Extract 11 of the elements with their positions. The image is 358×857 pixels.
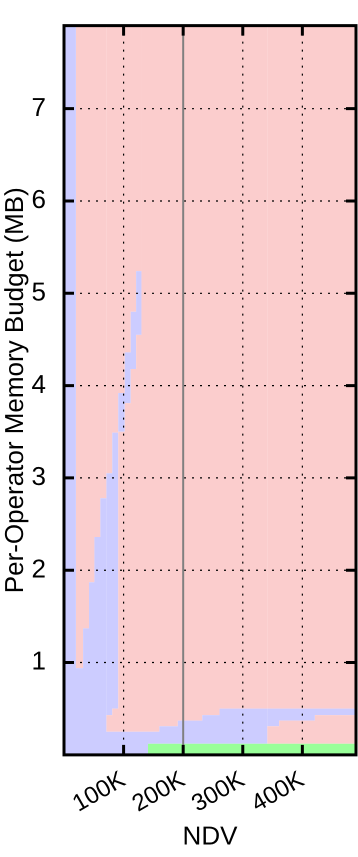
y-tick-label: 5	[32, 276, 46, 306]
y-tick-label: 4	[32, 368, 46, 399]
y-axis-title: Per-Operator Memory Budget (MB)	[0, 187, 29, 594]
x-tick-label: 400K	[246, 766, 309, 818]
x-axis-title: NDV	[182, 820, 238, 851]
y-tick-label: 2	[32, 553, 46, 584]
y-tick-label: 6	[32, 184, 46, 214]
y-tick-label: 7	[32, 92, 46, 122]
y-tick-label: 3	[32, 461, 46, 492]
y-tick-label: 1	[32, 646, 46, 676]
x-tick-label: 300K	[187, 766, 250, 818]
